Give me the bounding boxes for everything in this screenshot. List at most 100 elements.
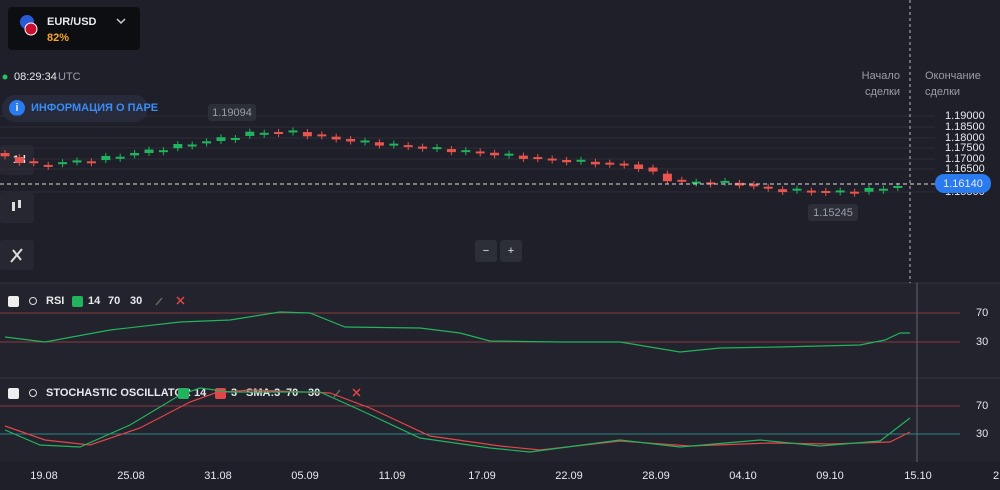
candle bbox=[763, 186, 773, 189]
zoom-in[interactable]: + bbox=[500, 240, 522, 262]
candle bbox=[230, 137, 240, 140]
stoch-k-line bbox=[4, 387, 911, 453]
candle bbox=[562, 159, 572, 163]
candle bbox=[533, 157, 543, 160]
candle bbox=[29, 161, 39, 164]
candle bbox=[317, 134, 327, 137]
remove[interactable] bbox=[176, 296, 185, 305]
candle bbox=[115, 156, 125, 159]
eye[interactable] bbox=[29, 297, 37, 305]
trade-end: сделки bbox=[925, 86, 960, 98]
stoch-name: STOCHASTIC OSCILLATOR bbox=[46, 387, 191, 399]
asset-selector[interactable]: EUR/USD 82% bbox=[8, 7, 140, 50]
edit[interactable] bbox=[155, 297, 163, 306]
rsi-period: 14 bbox=[88, 295, 101, 307]
date-label: 22.09 bbox=[555, 470, 583, 482]
date-label: 11.09 bbox=[379, 470, 406, 482]
chart-type-button[interactable] bbox=[0, 193, 34, 223]
level-label: 30 bbox=[976, 336, 988, 348]
asset-name: EUR/USD bbox=[47, 16, 97, 28]
price-label: 1.18000 bbox=[945, 132, 985, 144]
timezone: UTC bbox=[58, 71, 81, 83]
drawing-button[interactable] bbox=[0, 240, 34, 270]
candle bbox=[734, 182, 744, 186]
rsi-line bbox=[4, 311, 910, 353]
candle bbox=[158, 150, 168, 153]
candle bbox=[72, 160, 82, 163]
high-label: 1.19094 bbox=[212, 107, 252, 119]
zoom-out[interactable]: − bbox=[475, 240, 497, 262]
edit[interactable] bbox=[333, 389, 341, 398]
candle bbox=[58, 162, 68, 165]
candle bbox=[605, 162, 615, 165]
candle bbox=[893, 186, 903, 189]
candle bbox=[432, 147, 442, 150]
candle bbox=[576, 159, 586, 162]
candle bbox=[662, 173, 672, 182]
info-label: ИНФОРМАЦИЯ О ПАРЕ bbox=[31, 102, 158, 114]
candle bbox=[475, 151, 485, 154]
remove[interactable] bbox=[352, 388, 361, 397]
candle bbox=[864, 187, 874, 192]
candle bbox=[374, 142, 384, 146]
candle bbox=[619, 163, 629, 166]
date-label: 2 bbox=[993, 470, 999, 482]
candle bbox=[14, 157, 24, 163]
collapse[interactable] bbox=[8, 388, 19, 399]
candle bbox=[446, 149, 456, 153]
candle bbox=[806, 190, 816, 193]
candle bbox=[461, 150, 471, 153]
rsi-name: RSI bbox=[46, 295, 64, 307]
candle bbox=[245, 131, 255, 136]
price-label: 1.17500 bbox=[945, 142, 985, 154]
price-label: 1.18500 bbox=[945, 121, 985, 133]
candle bbox=[187, 144, 197, 147]
date-label: 28.09 bbox=[642, 470, 670, 482]
candle bbox=[518, 155, 528, 159]
date-label: 31.08 bbox=[204, 470, 232, 482]
candle bbox=[792, 188, 802, 191]
price-label: 1.19000 bbox=[945, 110, 985, 122]
trade-end: Окончание bbox=[925, 70, 981, 82]
candle bbox=[360, 140, 370, 143]
candle bbox=[590, 161, 600, 165]
date-label: 05.09 bbox=[291, 470, 319, 482]
stoch-k: 14 bbox=[194, 387, 207, 399]
current-price: 1.16140 bbox=[943, 178, 983, 190]
candle bbox=[43, 164, 53, 167]
trade-start: сделки bbox=[865, 86, 900, 98]
candle bbox=[101, 155, 111, 161]
status-dot bbox=[2, 74, 8, 80]
candle bbox=[86, 161, 96, 164]
candle bbox=[547, 158, 557, 161]
stoch-d-line bbox=[4, 389, 911, 451]
candle bbox=[821, 190, 831, 193]
zoom-out-label: − bbox=[483, 245, 489, 257]
rsi-lower: 30 bbox=[130, 295, 142, 307]
level-label: 70 bbox=[976, 400, 988, 412]
candle bbox=[850, 191, 860, 194]
info-button[interactable]: i ИНФОРМАЦИЯ О ПАРЕ bbox=[2, 95, 158, 122]
candle bbox=[302, 132, 312, 137]
zoom-in-label: + bbox=[508, 245, 514, 257]
trade-start: Начало bbox=[862, 70, 900, 82]
candle bbox=[389, 143, 399, 146]
candle bbox=[202, 141, 212, 144]
candle bbox=[130, 153, 140, 156]
candle bbox=[691, 181, 701, 184]
eye[interactable] bbox=[29, 389, 37, 397]
stoch-sma: SMA:3 bbox=[246, 387, 280, 399]
candle bbox=[835, 190, 845, 193]
candle bbox=[274, 132, 284, 134]
rsi-color[interactable] bbox=[72, 296, 83, 307]
candle bbox=[418, 146, 428, 149]
payout: 82% bbox=[47, 32, 69, 44]
collapse[interactable] bbox=[8, 296, 19, 307]
level-label: 70 bbox=[976, 307, 988, 319]
stoch-panel bbox=[0, 378, 1000, 462]
candle bbox=[706, 182, 716, 185]
price-label: 1.16500 bbox=[945, 163, 985, 175]
candle bbox=[216, 137, 226, 141]
candle bbox=[504, 153, 514, 156]
